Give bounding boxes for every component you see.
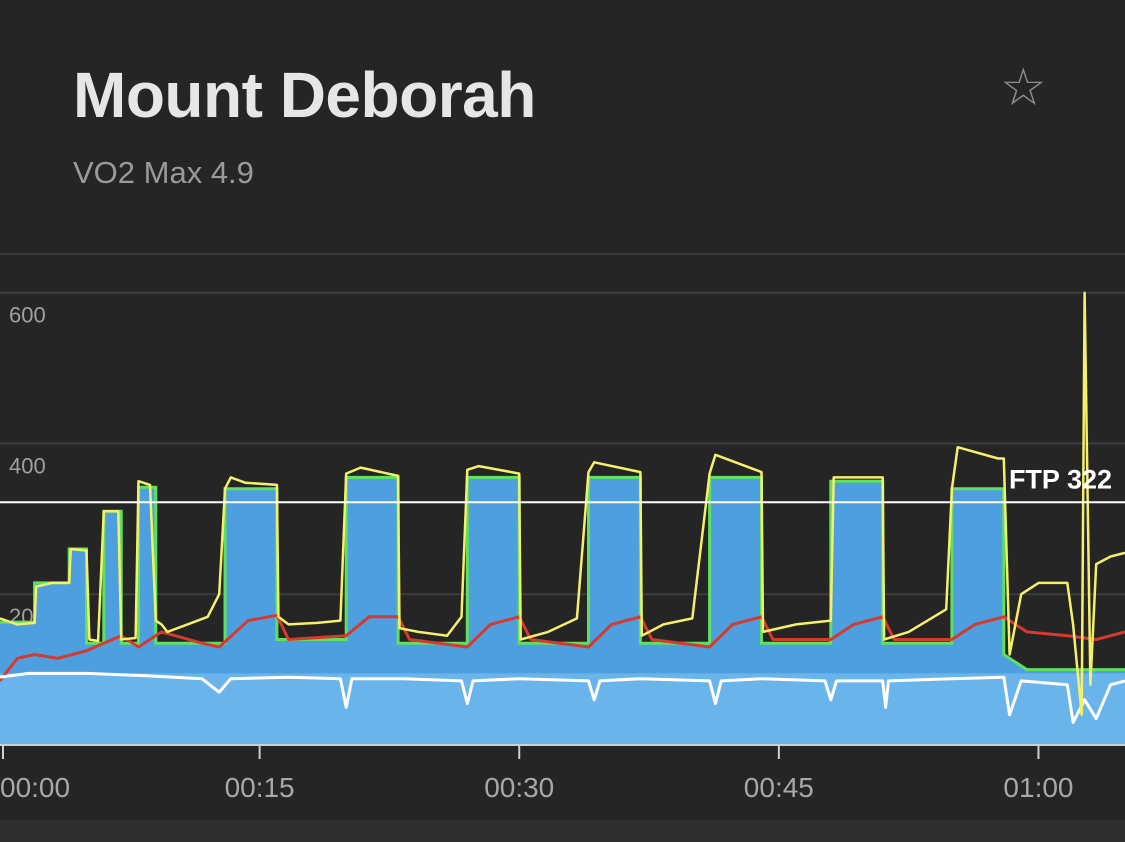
y-tick-label: 400	[9, 453, 46, 478]
x-tick-label: 01:00	[1003, 772, 1073, 803]
x-tick-label: 00:15	[225, 772, 295, 803]
y-tick-label: 600	[9, 303, 46, 328]
power-line	[0, 291, 1125, 717]
x-axis: 00:00 00:15 00:30 00:45 01:00	[0, 744, 1125, 803]
base-area	[0, 673, 1125, 745]
page-subtitle: VO2 Max 4.9	[73, 155, 254, 190]
bottom-bar	[0, 820, 1125, 842]
x-tick-label: 00:00	[0, 772, 70, 803]
ftp-label: FTP 322	[1009, 464, 1112, 494]
cadence-layer	[0, 671, 1125, 724]
star-icon[interactable]: ☆	[1000, 59, 1047, 117]
power-layer	[0, 291, 1125, 717]
target-power-outline	[0, 475, 1125, 672]
heart-rate-layer	[0, 613, 1125, 682]
x-tick-label: 00:45	[744, 772, 814, 803]
ftp-layer: FTP 322	[0, 464, 1125, 504]
page-title: Mount Deborah	[73, 59, 536, 131]
target-power-layer	[0, 475, 1125, 745]
heart-rate-line	[0, 613, 1125, 682]
cadence-line	[0, 671, 1125, 724]
x-tick-label: 00:30	[484, 772, 554, 803]
